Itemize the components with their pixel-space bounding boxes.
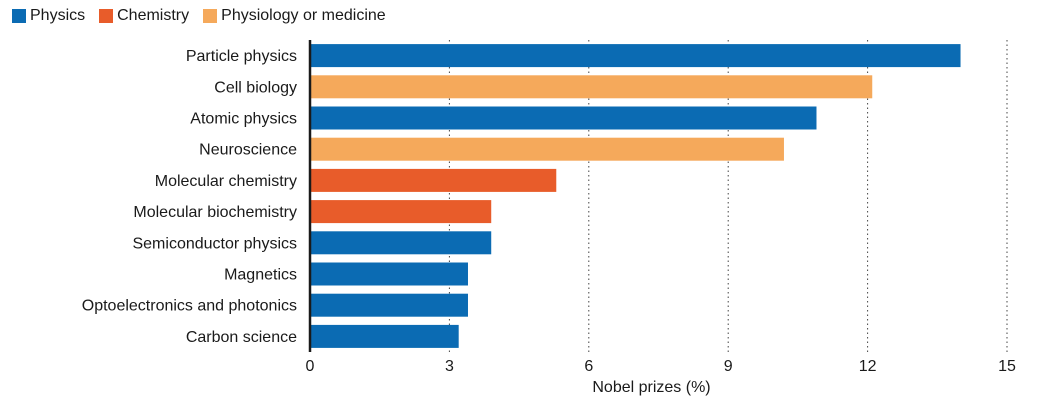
bar-cell-biology (310, 75, 873, 99)
category-label-particle-physics: Particle physics (186, 48, 297, 65)
category-label-atomic-physics: Atomic physics (190, 111, 297, 128)
bar-molecular-chemistry (310, 168, 557, 192)
category-label-neuroscience: Neuroscience (199, 142, 297, 159)
category-label-molecular-chemistry: Molecular chemistry (155, 173, 297, 190)
x-tick-label-12: 12 (859, 358, 877, 375)
x-tick-label-9: 9 (724, 358, 733, 375)
x-tick-label-0: 0 (306, 358, 315, 375)
legend-label-physiology-or-medicine: Physiology or medicine (221, 7, 386, 24)
legend-item-physics: Physics (12, 7, 85, 25)
x-tick-label-3: 3 (445, 358, 454, 375)
x-tick-label-15: 15 (998, 358, 1016, 375)
legend-label-chemistry: Chemistry (117, 7, 190, 24)
bar-magnetics (310, 262, 468, 286)
x-tick-label-6: 6 (584, 358, 593, 375)
category-label-magnetics: Magnetics (224, 267, 297, 284)
legend-item-chemistry: Chemistry (99, 7, 189, 25)
legend-item-physiology-or-medicine: Physiology or medicine (203, 7, 386, 25)
bar-atomic-physics (310, 106, 817, 130)
legend-swatch-physics (12, 9, 26, 23)
bar-neuroscience (310, 137, 784, 161)
legend: Physics Chemistry Physiology or medicine (12, 4, 400, 28)
legend-swatch-physiology-or-medicine (203, 9, 218, 23)
bar-semiconductor-physics (310, 231, 492, 255)
category-label-semiconductor-physics: Semiconductor physics (132, 235, 297, 252)
bar-molecular-biochemistry (310, 200, 492, 224)
legend-label-physics: Physics (30, 7, 86, 24)
category-label-carbon-science: Carbon science (186, 329, 297, 346)
category-label-optoelectronics-and-photonics: Optoelectronics and photonics (82, 298, 297, 315)
category-label-cell-biology: Cell biology (214, 79, 297, 96)
category-label-molecular-biochemistry: Molecular biochemistry (133, 204, 297, 221)
bar-optoelectronics-and-photonics (310, 293, 468, 317)
bar-particle-physics (310, 44, 961, 68)
bar-carbon-science (310, 324, 459, 348)
legend-swatch-chemistry (99, 9, 114, 23)
x-axis-label: Nobel prizes (%) (592, 379, 710, 396)
